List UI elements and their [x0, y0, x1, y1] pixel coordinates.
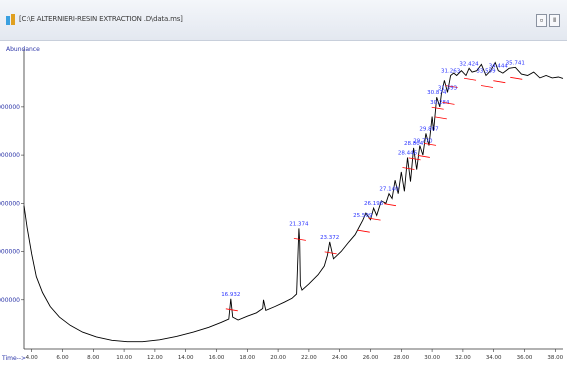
peak-baseline: [431, 106, 444, 110]
window-title: [C:\E ALTERNIERI-RESIN EXTRACTION .D\dat…: [19, 15, 183, 23]
peak-label: 28.446: [398, 151, 418, 157]
peak-baseline: [510, 76, 523, 80]
y-axis-label: Abundance: [6, 46, 40, 53]
x-tick-label: 32.00: [455, 355, 471, 361]
peak-label: 16.932: [221, 292, 240, 298]
x-tick-label: 24.00: [332, 355, 348, 361]
chromatogram-app-icon: [6, 14, 15, 25]
x-tick-label: 22.00: [301, 355, 317, 361]
x-tick-label: 16.00: [209, 355, 225, 361]
peak-label: 27.140: [379, 187, 399, 193]
peak-label: 35.741: [506, 60, 525, 66]
x-axis-label: Time-->: [1, 355, 26, 362]
peak-label: 31.263: [441, 69, 461, 75]
chromatogram-chart: Abundance 1000000 2000000 3000000 4000000 500…: [0, 46, 564, 362]
peak-label: 28.804: [404, 141, 424, 147]
peak-label: 29.807: [419, 126, 439, 132]
peak-label: 29.770: [413, 138, 433, 144]
x-tick-label: 38.00: [547, 355, 563, 361]
peak-baseline: [434, 116, 447, 120]
y-tick-label: 2000000: [0, 249, 20, 256]
minimize-button[interactable]: ▫: [536, 14, 547, 27]
x-tick-label: 28.00: [393, 355, 409, 361]
y-tick-label: 4000000: [0, 152, 20, 159]
x-tick-label: 20.00: [270, 355, 286, 361]
peak-baseline: [357, 229, 370, 233]
chromatogram-trace: [23, 61, 564, 343]
peak-baseline: [324, 251, 337, 255]
peak-label: 31.393: [438, 85, 458, 91]
chart-plot-area: Abundance 1000000 2000000 3000000 4000000 500…: [0, 41, 567, 366]
peak-label: 21.374: [289, 221, 309, 227]
x-tick-label: 26.00: [363, 355, 379, 361]
y-tick-label: 1000000: [0, 297, 20, 304]
peak-baseline: [402, 167, 415, 170]
x-tick-label: 4.00: [26, 355, 39, 361]
peak-label: 30.874: [427, 90, 447, 96]
peak-baseline: [417, 155, 430, 158]
x-tick-label: 10.00: [116, 355, 132, 361]
peak-label: 34.444: [489, 64, 509, 70]
x-tick-label: 12.00: [147, 355, 163, 361]
peak-baseline: [383, 203, 397, 207]
peak-baseline: [368, 217, 381, 221]
y-tick-label: 3000000: [0, 200, 20, 207]
x-tick-label: 18.00: [239, 355, 255, 361]
peak-label: 32.424: [459, 61, 479, 67]
peak-label: 23.372: [320, 235, 339, 241]
peak-label: 30.284: [430, 100, 450, 106]
peak-baseline: [480, 85, 494, 88]
peak-label: 25.509: [353, 213, 373, 219]
y-tick-label: 5000000: [0, 104, 20, 111]
peak-baseline: [463, 77, 477, 81]
peak-baseline: [225, 308, 238, 312]
peak-baseline: [293, 238, 306, 241]
x-tick-label: 36.00: [517, 355, 533, 361]
peak-baseline: [442, 102, 455, 105]
peak-baseline: [423, 143, 437, 146]
x-tick-label: 34.00: [486, 355, 502, 361]
restore-button[interactable]: ǁ: [549, 14, 560, 27]
x-tick-label: 6.00: [56, 355, 69, 361]
window-titlebar: [C:\E ALTERNIERI-RESIN EXTRACTION .D\dat…: [0, 0, 567, 41]
peak-baseline: [445, 85, 458, 88]
x-tick-label: 14.00: [178, 355, 194, 361]
peak-label: 26.196: [364, 201, 384, 207]
x-tick-label: 8.00: [87, 355, 100, 361]
peak-label: 33.599: [476, 69, 496, 75]
x-tick-label: 30.00: [424, 355, 440, 361]
peak-baseline: [493, 80, 506, 84]
peak-baseline: [408, 157, 421, 161]
